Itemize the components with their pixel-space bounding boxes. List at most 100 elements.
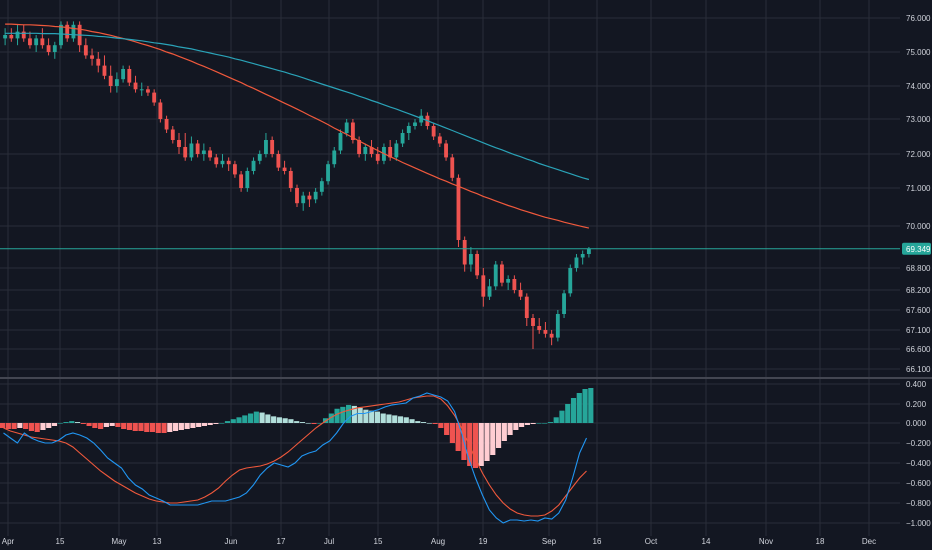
candle-body <box>226 160 231 165</box>
last-price-label: 69.349 <box>902 242 931 255</box>
candle-body <box>431 126 436 137</box>
macd-histogram-bar <box>98 423 104 429</box>
macd-tick-label: 0.200 <box>906 400 927 409</box>
macd-histogram-bar <box>536 423 542 424</box>
candle-body <box>586 248 591 254</box>
candle-body <box>468 254 473 265</box>
macd-axis[interactable]: 0.400 0.200 0.000 −0.200 −0.400 −0.600 −0.800 −… <box>906 380 931 528</box>
macd-histogram-bar <box>346 404 352 423</box>
time-tick-label: Apr <box>2 537 15 546</box>
macd-histogram-bar <box>490 423 496 455</box>
macd-histogram-bar <box>132 423 138 431</box>
macd-histogram-bar <box>519 423 525 427</box>
time-tick-label: Jun <box>225 537 238 546</box>
price-tick-label: 72.000 <box>906 150 931 159</box>
macd-histogram-bar <box>311 423 317 424</box>
macd-histogram-bar <box>230 419 236 423</box>
candle-body <box>276 154 281 168</box>
macd-histogram-bar <box>11 423 17 429</box>
time-tick-label: 19 <box>479 537 488 546</box>
macd-histogram-bar <box>46 423 52 428</box>
candle-body <box>46 45 51 52</box>
candle-body <box>307 195 312 200</box>
candle-body <box>350 122 355 140</box>
price-axis[interactable]: 76.000 75.000 74.000 73.000 72.000 71.000 70.0… <box>906 14 931 374</box>
macd-tick-label: −0.800 <box>906 499 931 508</box>
price-tick-label: 76.000 <box>906 14 931 23</box>
macd-histogram-bar <box>374 411 381 423</box>
candle-body <box>52 45 57 52</box>
candle-body <box>363 147 368 154</box>
macd-histogram-bar <box>334 408 340 423</box>
macd-histogram-bar <box>588 388 594 423</box>
time-tick-label: Jul <box>324 537 334 546</box>
macd-histogram-bar <box>138 423 144 431</box>
macd-histogram-bar <box>299 422 306 423</box>
macd-histogram-bar <box>0 423 6 428</box>
candle-body <box>170 129 175 140</box>
time-axis[interactable]: Apr 15 May 13 Jun 17 Jul 15 Aug 19 Sep 16 Oct 14 Nov 18… <box>2 537 876 546</box>
candle-body <box>375 154 380 161</box>
macd-histogram-bar <box>40 423 46 430</box>
candle-body <box>301 195 306 204</box>
price-candles <box>3 21 591 349</box>
price-tick-label: 66.600 <box>906 345 931 354</box>
macd-histogram-bar <box>294 421 300 423</box>
candle-body <box>9 35 14 39</box>
macd-histogram-bar <box>103 423 109 427</box>
macd-histogram-bar <box>305 423 311 424</box>
moving-averages <box>5 23 590 229</box>
candle-body <box>177 140 181 147</box>
candle-body <box>239 174 244 188</box>
candle-body <box>295 188 299 204</box>
candle-body <box>388 147 393 158</box>
candle-body <box>555 314 560 338</box>
macd-histogram-bar <box>449 423 455 443</box>
macd-histogram-bar <box>109 423 115 426</box>
fast-ma-line <box>5 23 590 229</box>
macd-histogram-bar <box>173 423 179 431</box>
macd-histogram-bar <box>178 423 184 430</box>
macd-histogram-bar <box>432 423 438 424</box>
time-tick-label: Oct <box>645 537 658 546</box>
candle-body <box>475 254 480 276</box>
candle-body <box>164 119 169 130</box>
macd-histogram-bar <box>242 415 248 423</box>
time-tick-label: 16 <box>593 537 602 546</box>
candle-body <box>326 164 330 182</box>
macd-histogram <box>0 388 594 468</box>
candle-body <box>71 24 76 39</box>
macd-histogram-bar <box>34 423 40 432</box>
macd-histogram-bar <box>201 423 208 426</box>
candle-body <box>121 69 126 80</box>
candle-body <box>133 82 138 90</box>
macd-histogram-bar <box>5 423 11 429</box>
macd-tick-label: −1.000 <box>906 519 931 528</box>
price-tick-label: 68.800 <box>906 264 931 273</box>
macd-histogram-bar <box>553 417 559 423</box>
candle-body <box>158 102 163 119</box>
macd-histogram-bar <box>144 423 150 432</box>
candle-body <box>251 160 256 171</box>
candle-body <box>369 147 374 154</box>
price-tick-label: 71.000 <box>906 184 931 193</box>
macd-histogram-bar <box>115 423 121 427</box>
macd-histogram-bar <box>253 411 259 423</box>
macd-histogram-bar <box>386 414 392 423</box>
time-tick-label: Nov <box>759 537 773 546</box>
macd-tick-label: −0.400 <box>906 459 931 468</box>
time-tick-label: Aug <box>431 537 445 546</box>
macd-histogram-bar <box>271 416 277 423</box>
candle-body <box>568 268 573 294</box>
macd-histogram-bar <box>51 423 58 426</box>
macd-histogram-bar <box>576 393 582 423</box>
candle-body <box>549 333 554 338</box>
candle-body <box>437 136 442 144</box>
candle-body <box>531 318 535 326</box>
candle-body <box>214 157 219 165</box>
candle-body <box>96 58 101 66</box>
time-tick-label: 13 <box>153 537 162 546</box>
macd-histogram-bar <box>57 423 63 424</box>
candle-body <box>139 89 144 91</box>
